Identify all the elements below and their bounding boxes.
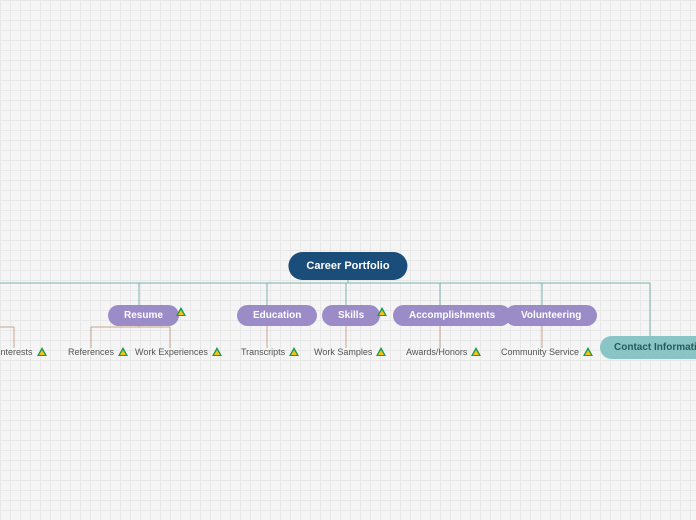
leaf-references[interactable]: References: [68, 347, 128, 357]
leaf-work-samples[interactable]: Work Samples: [314, 347, 386, 357]
leaf-community[interactable]: Community Service: [501, 347, 593, 357]
drive-icon: [176, 307, 186, 317]
root-node[interactable]: Career Portfolio: [288, 252, 407, 280]
node-accomplishments[interactable]: Accomplishments: [393, 305, 511, 326]
root-label: Career Portfolio: [306, 260, 389, 272]
leaf-community-label: Community Service: [501, 347, 579, 357]
node-education[interactable]: Education: [237, 305, 317, 326]
leaf-work-samples-label: Work Samples: [314, 347, 372, 357]
leaf-work-experiences-label: Work Experiences: [135, 347, 208, 357]
drive-icon: [212, 347, 222, 357]
node-skills[interactable]: Skills: [322, 305, 380, 326]
drive-icon: [471, 347, 481, 357]
drive-icon: [377, 307, 387, 317]
node-volunteering[interactable]: Volunteering: [505, 305, 597, 326]
leaf-work-experiences[interactable]: Work Experiences: [135, 347, 222, 357]
node-education-label: Education: [253, 310, 301, 321]
leaf-awards-label: Awards/Honors: [406, 347, 467, 357]
node-resume-label: Resume: [124, 310, 163, 321]
leaf-interests[interactable]: Interests: [0, 347, 47, 357]
drive-icon: [583, 347, 593, 357]
leaf-transcripts-label: Transcripts: [241, 347, 285, 357]
drive-icon: [289, 347, 299, 357]
node-resume[interactable]: Resume: [108, 305, 179, 326]
leaf-interests-label: Interests: [0, 347, 33, 357]
drive-icon: [118, 347, 128, 357]
node-volunteering-label: Volunteering: [521, 310, 581, 321]
leaf-references-label: References: [68, 347, 114, 357]
node-contact-label: Contact Information: [614, 342, 696, 353]
mindmap-canvas[interactable]: Career Portfolio Resume Education Skills…: [0, 0, 696, 520]
drive-icon: [376, 347, 386, 357]
drive-icon: [37, 347, 47, 357]
node-skills-label: Skills: [338, 310, 364, 321]
node-contact[interactable]: Contact Information: [600, 336, 696, 359]
leaf-transcripts[interactable]: Transcripts: [241, 347, 299, 357]
leaf-awards[interactable]: Awards/Honors: [406, 347, 481, 357]
node-accomplishments-label: Accomplishments: [409, 310, 495, 321]
